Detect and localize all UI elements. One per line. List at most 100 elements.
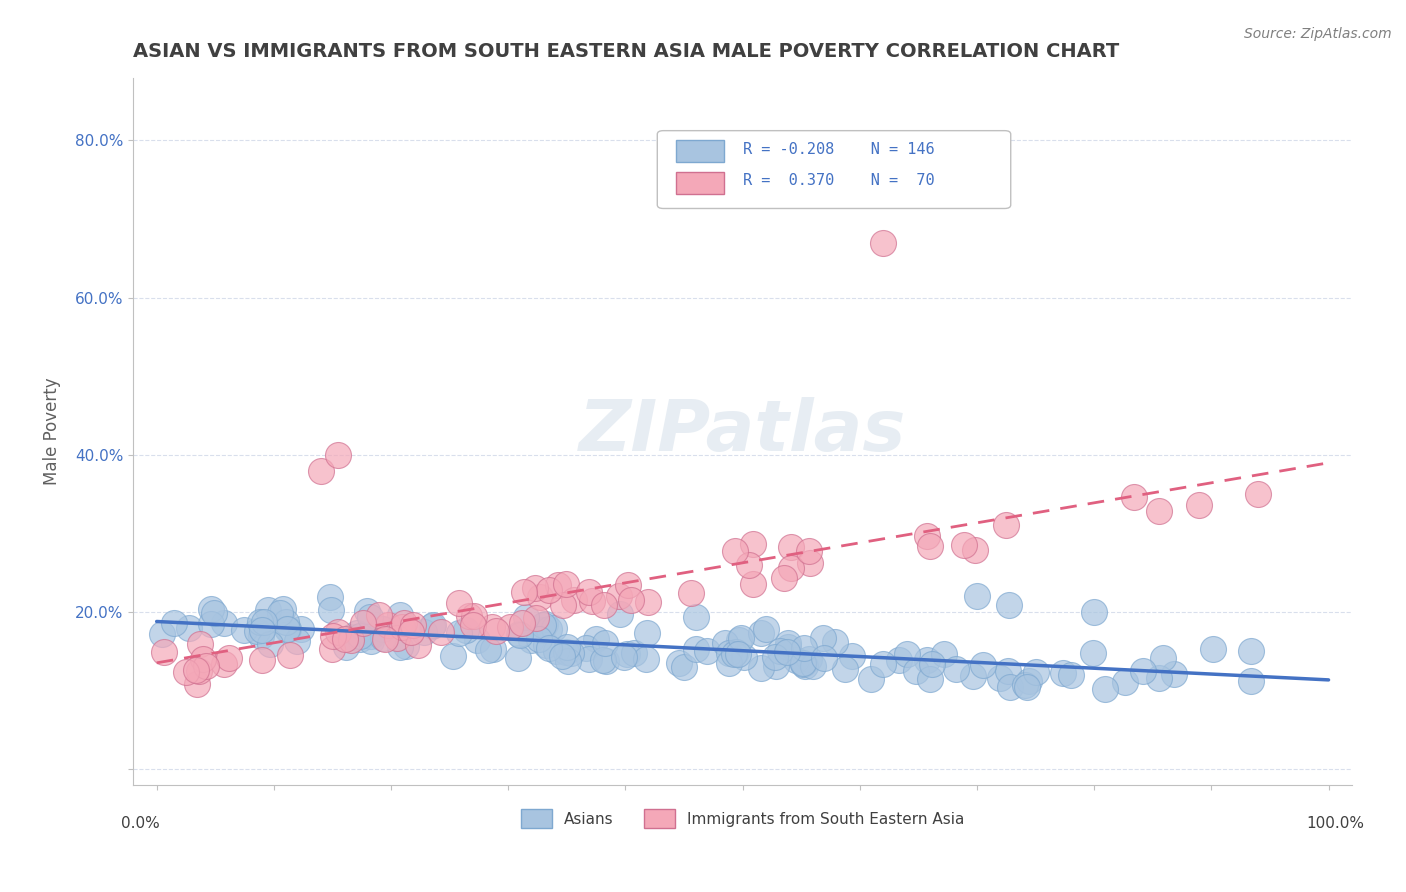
Point [529, 632, 551, 646]
Point [193, 652, 215, 666]
Point [186, 676, 208, 690]
Point [813, 650, 835, 665]
Point [623, 646, 645, 660]
Point [162, 616, 184, 631]
Point [543, 621, 565, 635]
Point [508, 627, 530, 641]
Point [537, 641, 560, 656]
Point [741, 577, 763, 591]
Point [188, 637, 211, 651]
Point [637, 595, 659, 609]
Point [406, 638, 429, 652]
Point [685, 641, 707, 656]
Point [1132, 664, 1154, 678]
Point [273, 601, 295, 615]
Point [672, 660, 695, 674]
Point [360, 629, 382, 643]
Point [963, 543, 986, 558]
Point [290, 622, 312, 636]
Point [485, 624, 508, 638]
Point [741, 537, 763, 551]
Point [368, 607, 391, 622]
Point [328, 625, 350, 640]
Point [793, 640, 815, 655]
Point [395, 639, 418, 653]
Point [799, 652, 821, 666]
Point [763, 650, 786, 665]
Point [339, 633, 361, 648]
Point [214, 615, 236, 630]
Point [636, 651, 658, 665]
Point [1083, 605, 1105, 619]
Point [510, 615, 533, 630]
Point [184, 663, 207, 677]
Point [755, 622, 778, 636]
Point [578, 652, 600, 666]
Point [401, 618, 423, 632]
Point [1147, 504, 1170, 518]
Point [593, 636, 616, 650]
Point [792, 657, 814, 672]
Point [249, 615, 271, 629]
Point [792, 656, 814, 670]
Point [387, 632, 409, 646]
Point [544, 643, 567, 657]
Point [1240, 644, 1263, 658]
Point [250, 653, 273, 667]
Point [772, 571, 794, 585]
Point [250, 629, 273, 643]
Point [988, 671, 1011, 685]
Point [340, 630, 363, 644]
FancyBboxPatch shape [657, 130, 1011, 209]
FancyBboxPatch shape [675, 140, 724, 162]
Point [581, 594, 603, 608]
Point [481, 620, 503, 634]
Point [799, 556, 821, 570]
Point [557, 654, 579, 668]
Point [447, 625, 470, 640]
Point [778, 635, 800, 649]
Point [202, 606, 225, 620]
Point [513, 585, 536, 599]
Point [1081, 646, 1104, 660]
Point [538, 583, 561, 598]
Text: R = -0.208    N = 146: R = -0.208 N = 146 [742, 142, 934, 157]
Text: 100.0%: 100.0% [1306, 815, 1364, 830]
Point [276, 622, 298, 636]
Point [1163, 666, 1185, 681]
Point [430, 624, 453, 639]
Point [609, 607, 631, 621]
Point [765, 659, 787, 673]
Point [905, 664, 928, 678]
Point [887, 653, 910, 667]
Point [319, 591, 342, 605]
Point [554, 645, 576, 659]
Point [373, 622, 395, 636]
Point [607, 590, 630, 604]
FancyBboxPatch shape [675, 171, 724, 194]
Point [1059, 668, 1081, 682]
Point [449, 596, 471, 610]
Point [389, 608, 412, 623]
Point [557, 640, 579, 655]
Point [718, 646, 741, 660]
Point [585, 632, 607, 646]
Point [1188, 498, 1211, 512]
Point [499, 620, 522, 634]
Point [520, 632, 543, 647]
Point [962, 669, 984, 683]
Point [335, 640, 357, 654]
Point [328, 448, 350, 462]
Point [776, 640, 799, 655]
Point [537, 623, 560, 637]
Point [727, 632, 749, 647]
Point [730, 631, 752, 645]
Point [769, 644, 792, 658]
Point [529, 590, 551, 604]
Point [918, 539, 941, 553]
Point [346, 626, 368, 640]
Point [797, 543, 820, 558]
Point [636, 626, 658, 640]
Point [749, 661, 772, 675]
Point [467, 632, 489, 647]
